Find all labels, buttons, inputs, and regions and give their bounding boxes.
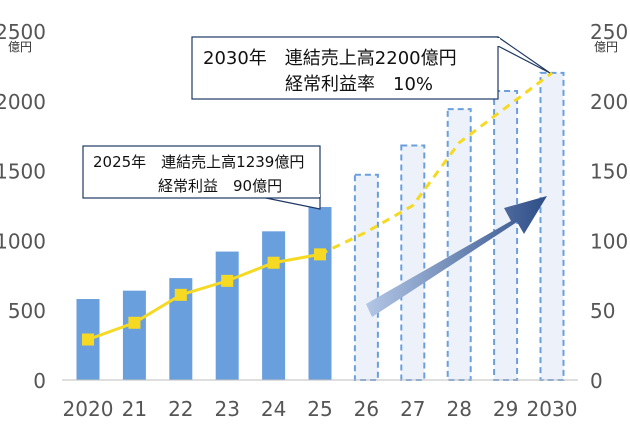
x-tick-label: 23 xyxy=(214,397,239,421)
y-right-tick-label: 250 xyxy=(590,20,628,44)
y-left-unit-label: 億円 xyxy=(8,40,32,54)
bar-forecast xyxy=(539,71,565,381)
bar-actual xyxy=(215,251,239,380)
y-right-tick-label: 150 xyxy=(590,160,628,184)
line-marker xyxy=(267,256,280,269)
trend-arrow-shape xyxy=(366,196,547,317)
line-marker xyxy=(174,288,187,301)
y-left-tick-label: 2000 xyxy=(0,90,46,114)
callout-2030-line2: 経常利益率 10% xyxy=(285,74,433,95)
bar-forecast xyxy=(446,108,472,382)
y-right-unit-label: 億円 xyxy=(594,40,618,54)
y-right-tick-label: 0 xyxy=(590,369,603,393)
line-marker xyxy=(82,333,94,346)
y-left-tick-label: 1500 xyxy=(0,160,46,184)
line-marker xyxy=(314,248,326,261)
callout-2030-box xyxy=(191,36,499,100)
line-marker xyxy=(221,274,234,287)
callout-2030-line1: 2030年 連結売上高2200億円 xyxy=(203,48,457,69)
line-marker xyxy=(128,316,141,329)
x-axis: 2020 21 22 23 24 25 26 27 28 29 2030 xyxy=(62,379,578,421)
x-tick-label: 22 xyxy=(168,397,193,421)
callout-2025-box xyxy=(82,145,321,199)
bar-actual xyxy=(308,207,332,380)
callout-2030-seam xyxy=(496,38,500,46)
x-tick-label: 28 xyxy=(446,397,471,421)
x-tick-label: 29 xyxy=(493,397,518,421)
callout-2025-line1: 2025年 連結売上高1239億円 xyxy=(93,153,304,171)
bar-forecast xyxy=(493,90,519,381)
x-tick-label: 26 xyxy=(354,397,379,421)
y-left-tick-label: 500 xyxy=(8,299,46,323)
y-left-tick-label: 2500 xyxy=(0,20,46,44)
line-series xyxy=(82,71,553,346)
x-tick-label: 27 xyxy=(400,397,425,421)
line-actual xyxy=(87,252,321,341)
y-left-tick-label: 0 xyxy=(33,369,46,393)
x-tick-label: 24 xyxy=(261,397,286,421)
callout-2025-seam xyxy=(250,194,320,197)
y-right-tick-label: 200 xyxy=(590,90,628,114)
line-forecast xyxy=(319,71,553,256)
callout-2025-line2: 経常利益 90億円 xyxy=(158,177,282,195)
y-right-tick-label: 100 xyxy=(590,229,628,253)
x-tick-label: 25 xyxy=(307,397,332,421)
bar-actual xyxy=(122,290,146,380)
x-tick-label: 21 xyxy=(122,397,147,421)
bar-series xyxy=(76,71,565,382)
bar-actual xyxy=(169,278,193,380)
y-left-tick-label: 1000 xyxy=(0,229,46,253)
bar-actual xyxy=(262,231,286,380)
bar-forecast xyxy=(353,173,379,381)
y-right-tick-label: 50 xyxy=(590,299,615,323)
trend-arrow xyxy=(366,196,547,317)
bar-forecast xyxy=(400,144,426,381)
x-tick-label: 2020 xyxy=(63,397,114,421)
x-tick-label: 2030 xyxy=(527,397,578,421)
